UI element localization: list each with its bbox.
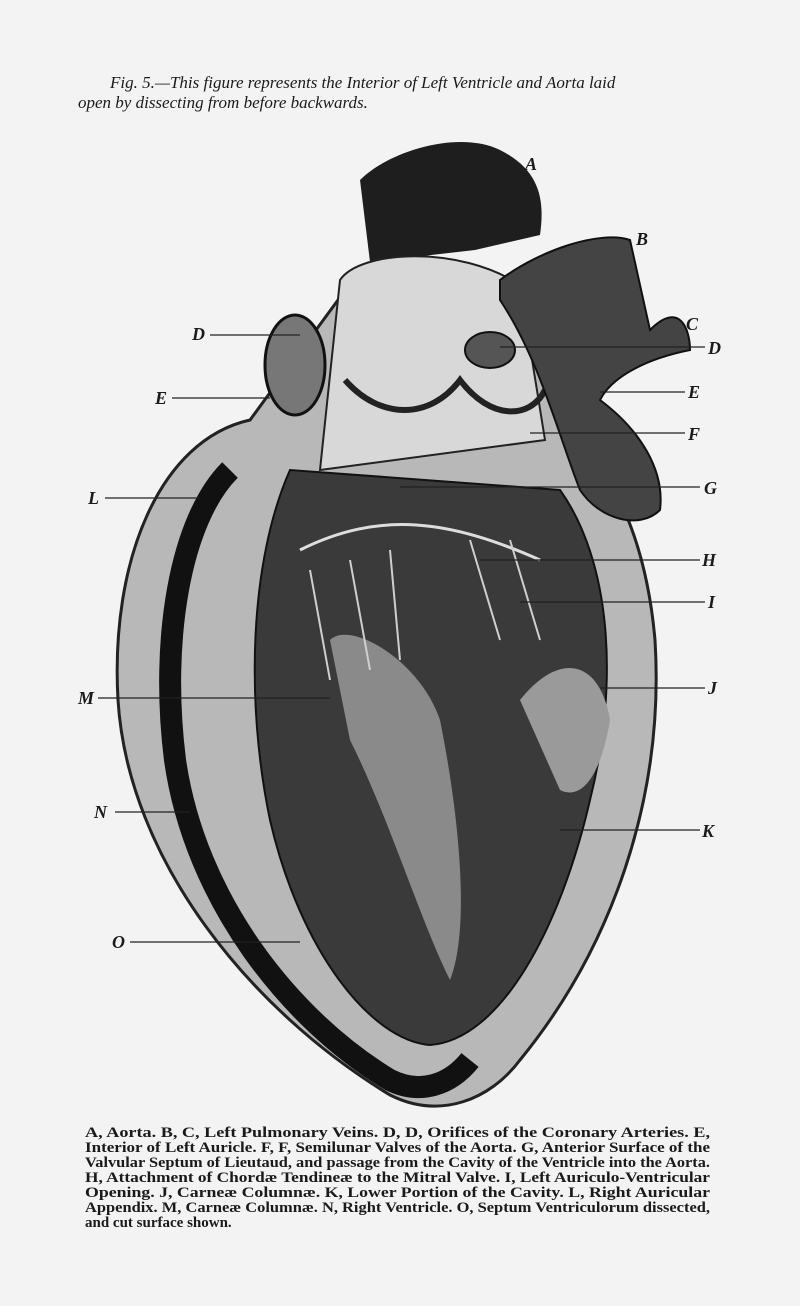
label: E	[687, 382, 700, 402]
leader-lines	[98, 334, 705, 943]
label: F	[687, 424, 700, 444]
label: C	[686, 314, 699, 334]
label: H	[701, 550, 717, 570]
label: L	[87, 488, 99, 508]
label: D	[191, 324, 205, 344]
label: D	[707, 338, 721, 358]
label: G	[704, 478, 717, 498]
label: E	[154, 388, 167, 408]
heart-engraving	[115, 141, 692, 1108]
legend-line: H, Attachment of Chordæ Tendineæ to the …	[85, 1170, 710, 1186]
figure-labels: A B C D E F G H I J K D E L M N O	[77, 154, 721, 952]
label: B	[635, 229, 648, 249]
label: O	[112, 932, 125, 952]
label: I	[707, 592, 716, 612]
label: N	[93, 802, 108, 822]
legend: A, Aorta. B, C, Left Pulmonary Veins. D,…	[85, 1125, 710, 1231]
caption-line: open by dissecting from before backwards…	[78, 93, 368, 112]
legend-line: Interior of Left Auricle. F, F, Semiluna…	[85, 1140, 710, 1156]
legend-line: Valvular Septum of Lieutaud, and passage…	[85, 1155, 710, 1171]
caption-line: Fig. 5.—This figure represents the Inter…	[109, 73, 616, 92]
label: J	[707, 678, 718, 698]
label: K	[701, 821, 716, 841]
legend-line: Appendix. M, Carneæ Columnæ. N, Right Ve…	[85, 1200, 710, 1216]
label: A	[524, 154, 537, 174]
legend-line: Opening. J, Carneæ Columnæ. K, Lower Por…	[85, 1185, 710, 1201]
legend-line: and cut surface shown.	[85, 1215, 232, 1231]
label: M	[77, 688, 95, 708]
legend-line: A, Aorta. B, C, Left Pulmonary Veins. D,…	[85, 1125, 710, 1141]
